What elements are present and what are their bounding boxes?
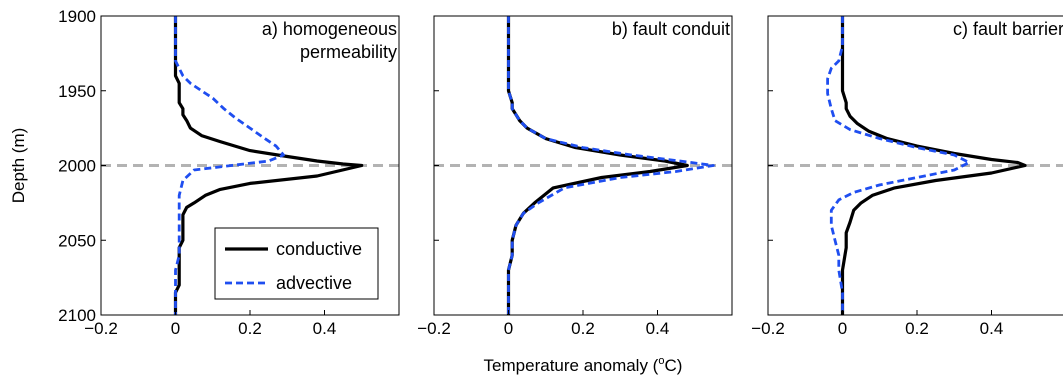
x-tick-label: −0.2: [751, 319, 785, 338]
legend-box: [214, 227, 379, 300]
panel-c: −0.2 0 0.2 0.4 c) fault barrier: [751, 15, 1063, 338]
x-axis-label-degree: o: [658, 355, 664, 367]
x-tick-label: 0: [838, 319, 847, 338]
legend-label-conductive: conductive: [276, 239, 362, 259]
panel-title-line: c) fault barrier: [953, 19, 1063, 39]
x-tick-label: 0: [171, 319, 180, 338]
x-tick-label: 0.4: [980, 319, 1004, 338]
x-tick-label: 0: [504, 319, 513, 338]
panel-a: −0.2 0 0.2 0.4 1900 1950 2000 2050 2100 a) homoge…: [58, 7, 400, 338]
panel-title: b) fault conduit: [612, 19, 730, 39]
series-line-advective: [174, 16, 285, 315]
panels: −0.2 0 0.2 0.4 1900 1950 2000 2050 2100 a) homoge…: [58, 7, 1063, 338]
series-line-conductive: [840, 16, 1027, 315]
y-tick-label: 1950: [58, 82, 96, 101]
x-tick-label: 0.4: [313, 319, 337, 338]
x-tick-label: 0.2: [905, 319, 929, 338]
y-tick-label: 1900: [58, 7, 96, 26]
y-tick-label: 2000: [58, 157, 96, 176]
legend-label-advective: advective: [276, 273, 352, 293]
x-tick-label: 0.2: [571, 319, 595, 338]
panel-title-line: a) homogeneous: [262, 19, 397, 39]
x-tick-label: −0.2: [417, 319, 451, 338]
panel-title-line: permeability: [300, 42, 397, 62]
x-axis-label-unit: C): [664, 356, 682, 375]
series-line-advective: [826, 16, 971, 315]
x-tick-label: 0.2: [238, 319, 262, 338]
panel-title: c) fault barrier: [953, 19, 1063, 39]
panel-title: a) homogeneous permeability: [262, 19, 397, 62]
y-tick-label: 2050: [58, 231, 96, 250]
y-axis-label: Depth (m): [9, 128, 28, 204]
series-line-conductive: [506, 16, 689, 315]
x-tick-label: −0.2: [84, 319, 118, 338]
series-line-advective: [507, 16, 715, 315]
y-tick-label: 2100: [58, 306, 96, 325]
x-axis-label: Temperature anomaly (oC): [484, 355, 683, 375]
x-tick-label: 0.4: [646, 319, 670, 338]
legend: conductive advective: [214, 227, 379, 300]
panel-b: −0.2 0 0.2 0.4 b) fault conduit: [417, 15, 733, 338]
panel-title-line: b) fault conduit: [612, 19, 730, 39]
x-axis-label-text: Temperature anomaly (: [484, 356, 659, 375]
